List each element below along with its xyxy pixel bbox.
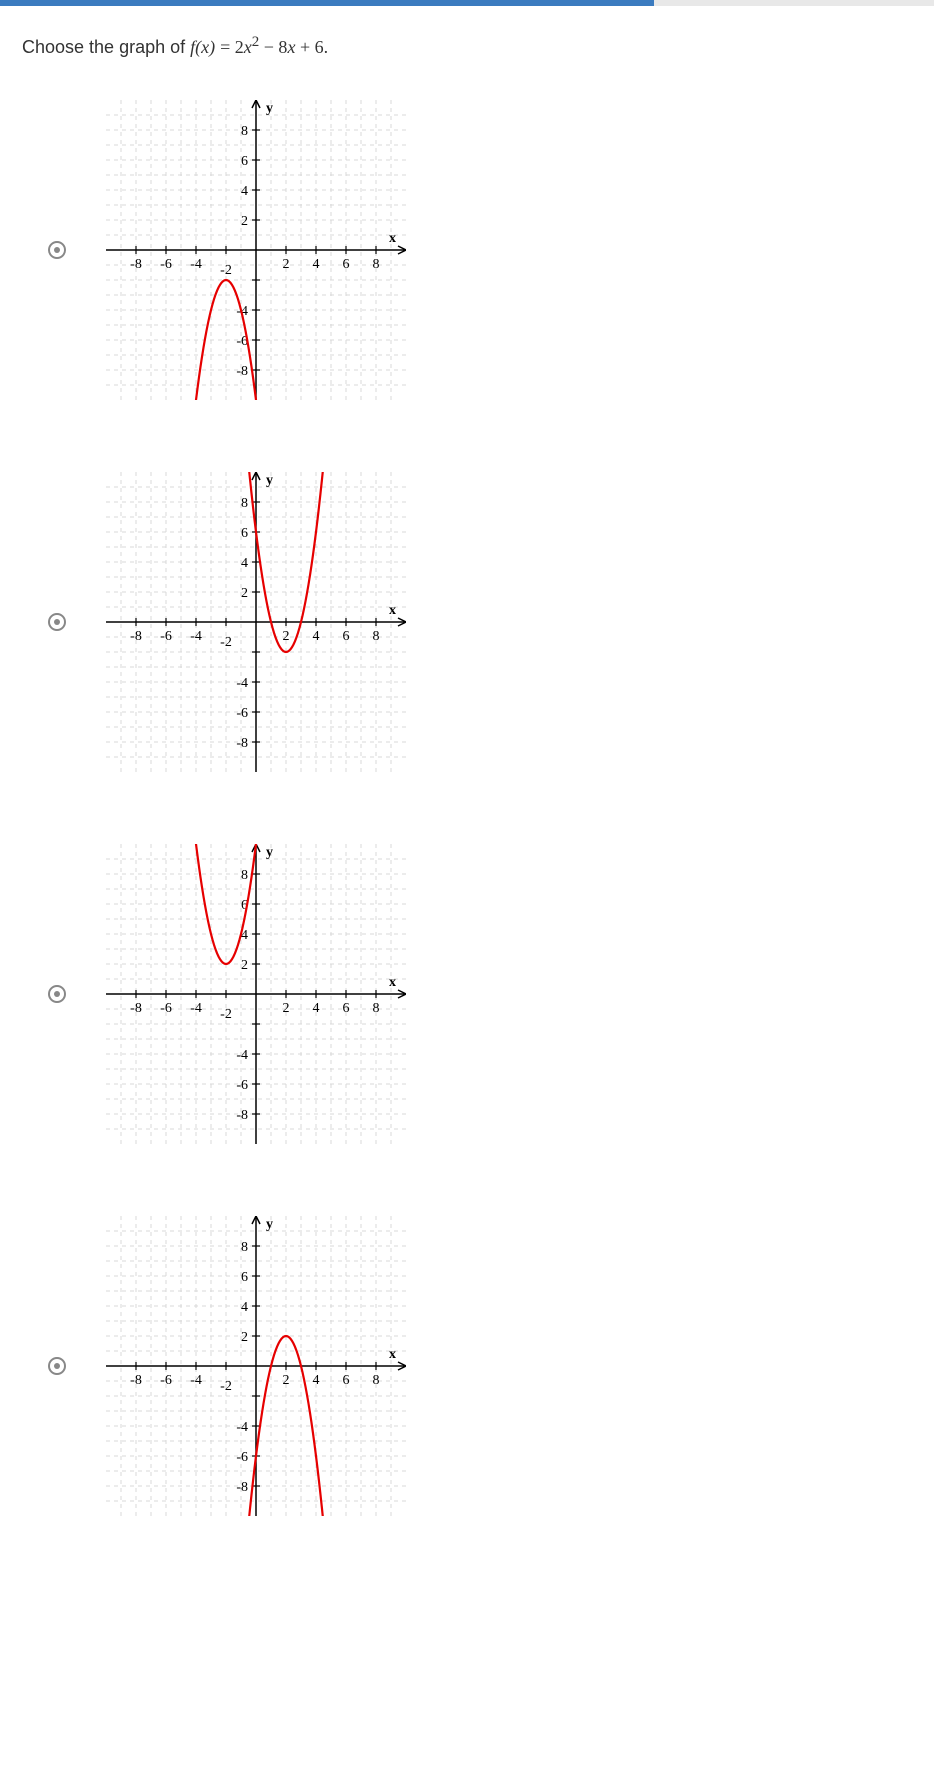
svg-text:8: 8 xyxy=(241,1240,248,1255)
svg-text:4: 4 xyxy=(241,556,248,571)
svg-text:8: 8 xyxy=(241,124,248,139)
svg-text:-8: -8 xyxy=(236,1480,248,1495)
svg-text:4: 4 xyxy=(241,1300,248,1315)
svg-text:-2: -2 xyxy=(220,635,232,650)
svg-text:-8: -8 xyxy=(130,1001,142,1016)
svg-text:-4: -4 xyxy=(190,1373,202,1388)
svg-text:4: 4 xyxy=(313,629,320,644)
svg-text:2: 2 xyxy=(283,257,290,272)
svg-text:-4: -4 xyxy=(190,1001,202,1016)
svg-text:-8: -8 xyxy=(130,1373,142,1388)
progress-fill xyxy=(0,0,654,6)
svg-text:-6: -6 xyxy=(236,1450,248,1465)
svg-text:y: y xyxy=(266,845,273,860)
svg-text:4: 4 xyxy=(313,257,320,272)
svg-text:2: 2 xyxy=(241,214,248,229)
svg-text:6: 6 xyxy=(241,1270,248,1285)
svg-text:x: x xyxy=(389,231,396,246)
chart-c: -8-6-42468-28642-4-6-8xy xyxy=(106,844,406,1144)
svg-text:-2: -2 xyxy=(220,1379,232,1394)
svg-text:-8: -8 xyxy=(236,1108,248,1123)
svg-text:-4: -4 xyxy=(190,257,202,272)
svg-text:-4: -4 xyxy=(190,629,202,644)
svg-text:6: 6 xyxy=(343,257,350,272)
question-fn-right: 2x2 − 8x + 6. xyxy=(235,37,328,57)
svg-text:4: 4 xyxy=(241,184,248,199)
svg-text:8: 8 xyxy=(373,629,380,644)
svg-text:8: 8 xyxy=(373,257,380,272)
option-a: -8-6-42468-28642-4-6-8xy xyxy=(48,100,934,400)
svg-text:2: 2 xyxy=(241,586,248,601)
svg-text:-4: -4 xyxy=(236,676,248,691)
svg-text:-4: -4 xyxy=(236,1048,248,1063)
svg-text:6: 6 xyxy=(343,1373,350,1388)
radio-option-d[interactable] xyxy=(48,1357,66,1375)
options-container: -8 -6 -4 2 4 6 8 -2 8 6 4 2 -4 -6 -8 x y -8 -6 -4 2 4 6 8 -2 8 6 4… xyxy=(0,100,934,1516)
question-prompt: Choose the graph of f(x) = 2x2 − 8x + 6. xyxy=(0,34,934,58)
svg-text:2: 2 xyxy=(283,1001,290,1016)
radio-option-c[interactable] xyxy=(48,985,66,1003)
chart-a: -8-6-42468-28642-4-6-8xy xyxy=(106,100,406,400)
svg-text:-4: -4 xyxy=(236,1420,248,1435)
svg-text:-8: -8 xyxy=(236,364,248,379)
svg-text:-6: -6 xyxy=(160,257,172,272)
progress-bar xyxy=(0,0,934,6)
radio-option-b[interactable] xyxy=(48,613,66,631)
question-fn-left: f(x) xyxy=(190,37,215,57)
svg-text:8: 8 xyxy=(241,496,248,511)
svg-text:x: x xyxy=(389,603,396,618)
chart-b: -8 -6 -4 2 4 6 8 -2 8 6 4 2 -4 -6 -8 x y xyxy=(106,472,406,772)
option-c: -8-6-42468-28642-4-6-8xy xyxy=(48,844,934,1144)
svg-text:x: x xyxy=(389,975,396,990)
question-prefix: Choose the graph of xyxy=(22,37,190,57)
svg-text:y: y xyxy=(266,101,273,116)
svg-text:-6: -6 xyxy=(160,1001,172,1016)
svg-text:2: 2 xyxy=(241,1330,248,1345)
svg-text:-8: -8 xyxy=(130,629,142,644)
svg-text:-8: -8 xyxy=(236,736,248,751)
svg-text:y: y xyxy=(266,1217,273,1232)
radio-option-a[interactable] xyxy=(48,241,66,259)
svg-text:y: y xyxy=(266,473,273,488)
svg-text:8: 8 xyxy=(373,1001,380,1016)
svg-text:8: 8 xyxy=(241,868,248,883)
svg-text:6: 6 xyxy=(343,629,350,644)
svg-text:2: 2 xyxy=(283,1373,290,1388)
svg-text:x: x xyxy=(389,1347,396,1362)
svg-text:6: 6 xyxy=(241,526,248,541)
option-b: -8 -6 -4 2 4 6 8 -2 8 6 4 2 -4 -6 -8 x y xyxy=(48,472,934,772)
svg-text:4: 4 xyxy=(313,1001,320,1016)
svg-text:2: 2 xyxy=(241,958,248,973)
question-eq: = xyxy=(220,37,235,57)
svg-text:6: 6 xyxy=(343,1001,350,1016)
svg-text:6: 6 xyxy=(241,154,248,169)
chart-d: -8 -6 -4 2 4 6 8 -2 8 6 4 2 -4 -6 -8 x y xyxy=(106,1216,406,1516)
option-d: -8 -6 -4 2 4 6 8 -2 8 6 4 2 -4 -6 -8 x y xyxy=(48,1216,934,1516)
svg-text:-6: -6 xyxy=(160,1373,172,1388)
svg-text:-6: -6 xyxy=(160,629,172,644)
svg-text:2: 2 xyxy=(283,629,290,644)
svg-text:8: 8 xyxy=(373,1373,380,1388)
svg-text:4: 4 xyxy=(313,1373,320,1388)
svg-text:-2: -2 xyxy=(220,263,232,278)
svg-text:-8: -8 xyxy=(130,257,142,272)
svg-text:-2: -2 xyxy=(220,1007,232,1022)
svg-text:-6: -6 xyxy=(236,706,248,721)
svg-text:-6: -6 xyxy=(236,1078,248,1093)
